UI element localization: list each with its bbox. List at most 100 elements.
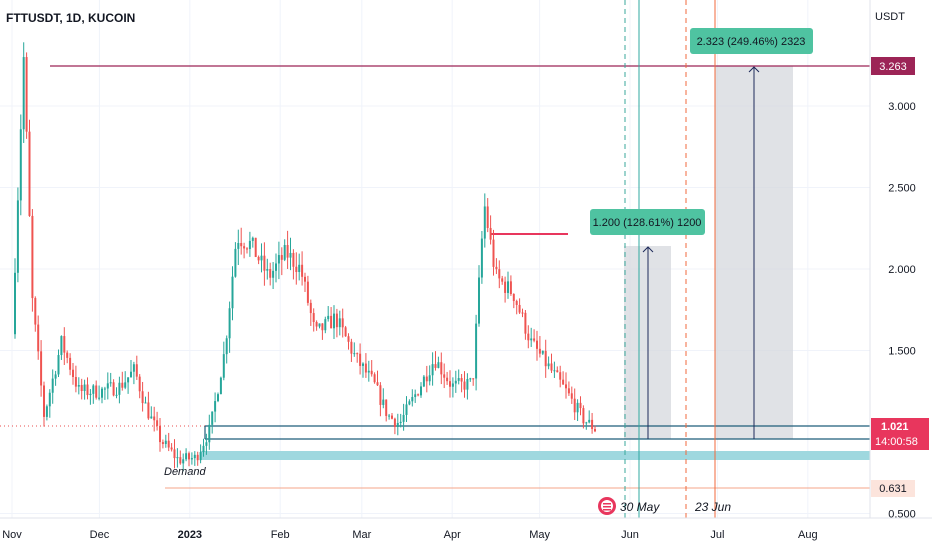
candle-body <box>34 298 37 325</box>
candle-body <box>391 415 393 419</box>
candle-body <box>541 350 544 354</box>
candle-body <box>193 454 196 459</box>
candle-body <box>362 363 364 366</box>
candle-body <box>486 206 489 228</box>
candle-body <box>66 352 69 358</box>
time-axis[interactable]: Nov Dec 2023 Feb Mar Apr May Jun Jul Aug <box>2 529 817 541</box>
candle-body <box>179 457 182 464</box>
candle-body <box>301 264 304 277</box>
time-tick-label: Aug <box>798 529 818 541</box>
candle-body <box>14 272 16 335</box>
candle-body <box>440 362 443 375</box>
candle-body <box>553 370 556 372</box>
candle-body <box>463 381 466 390</box>
candle-body <box>483 206 486 239</box>
candle-body <box>417 394 420 396</box>
time-tick-label: Nov <box>2 529 22 541</box>
measure-label-1-text: 1.200 (128.61%) 1200 <box>593 217 702 229</box>
time-tick-label: Feb <box>271 529 290 541</box>
candle-body <box>150 416 153 419</box>
candle-body <box>22 57 25 130</box>
candle-body <box>130 371 132 378</box>
time-tick-label: Jul <box>710 529 724 541</box>
candle-body <box>544 350 547 367</box>
candle-body <box>446 377 449 382</box>
measure-label-2-text: 2.323 (249.46%) 2323 <box>697 36 806 48</box>
time-tick-label: Mar <box>352 529 371 541</box>
candle-body <box>353 353 356 355</box>
candle-body <box>127 377 130 383</box>
candle-body <box>161 442 164 445</box>
candle-body <box>550 363 553 371</box>
candle-body <box>156 420 159 426</box>
candle-body <box>243 246 246 249</box>
candle-body <box>277 255 280 264</box>
event-flag-icon[interactable] <box>598 497 616 515</box>
candle-body <box>350 341 353 354</box>
candle-body <box>330 315 333 329</box>
candle-body <box>359 353 362 366</box>
candle-body <box>509 281 512 294</box>
candle-body <box>182 459 185 464</box>
candle-body <box>159 425 161 443</box>
candle-body <box>231 276 234 309</box>
candle-body <box>103 388 106 390</box>
candle-body <box>135 364 138 377</box>
candle-body <box>457 378 460 381</box>
candle-body <box>132 364 135 372</box>
candle-body <box>240 243 243 247</box>
candle-body <box>515 301 518 305</box>
time-tick-label: May <box>529 529 550 541</box>
candle-body <box>31 215 34 299</box>
candle-body <box>219 377 222 395</box>
candle-body <box>147 402 150 419</box>
candle-body <box>164 440 167 445</box>
current-price-text: 1.021 <box>881 421 909 433</box>
candle-body <box>422 376 425 387</box>
candle-body <box>202 445 205 453</box>
candle-body <box>69 357 72 370</box>
measure-label-2[interactable]: 2.323 (249.46%) 2323 <box>690 28 813 54</box>
candle-body <box>585 422 588 424</box>
candle-body <box>547 363 550 367</box>
candle-body <box>576 402 579 413</box>
candle-body <box>16 200 19 273</box>
candle-body <box>521 312 524 314</box>
candle-body <box>393 418 396 427</box>
candle-body <box>37 324 40 352</box>
candle-body <box>237 243 240 249</box>
candle-body <box>512 293 515 302</box>
candle-body <box>170 447 173 450</box>
candle-body <box>208 424 211 443</box>
candle-body <box>214 401 217 412</box>
candle-body <box>315 321 318 327</box>
candle-body <box>48 392 51 407</box>
candle-body <box>530 338 533 341</box>
candle-body <box>190 458 193 460</box>
candle-body <box>283 245 286 260</box>
candle-body <box>434 364 437 368</box>
candle-body <box>379 385 382 405</box>
candle-body <box>341 318 344 328</box>
candle-body <box>298 264 301 273</box>
candle-body <box>43 385 45 417</box>
candle-body <box>118 382 121 395</box>
candle-body <box>443 374 446 378</box>
time-tick-label: Jun <box>621 529 639 541</box>
candle-body <box>225 338 228 355</box>
time-tick-label: Apr <box>444 529 461 541</box>
candle-body <box>260 255 263 261</box>
candle-body <box>524 312 527 334</box>
candle-body <box>275 263 277 271</box>
candle-body <box>153 416 156 421</box>
candle-body <box>318 323 321 327</box>
candle-body <box>188 453 190 460</box>
candle-body <box>437 362 440 368</box>
price-tick-label: 1.500 <box>888 346 916 358</box>
candle-body <box>292 252 295 267</box>
candle-body <box>269 269 272 278</box>
candle-body <box>411 396 414 402</box>
candle-body <box>312 313 315 322</box>
measure-label-1[interactable]: 1.200 (128.61%) 1200 <box>590 209 705 235</box>
